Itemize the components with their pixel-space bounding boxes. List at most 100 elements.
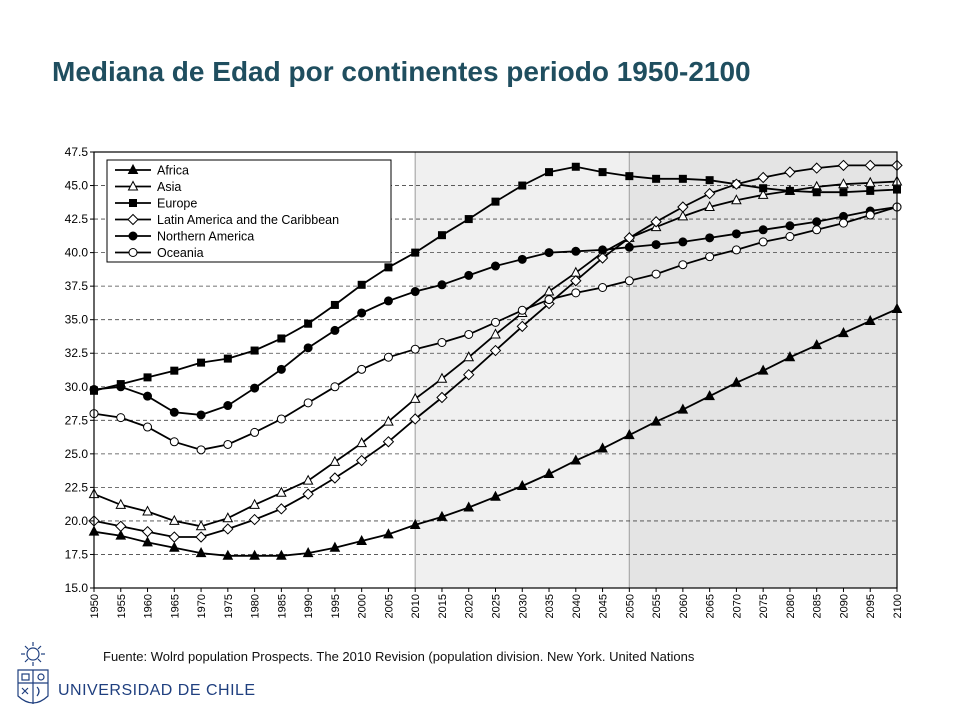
data-point-latin-america-and-the-caribbean: [436, 391, 448, 404]
data-point-oceania: [464, 329, 474, 339]
data-point-oceania: [598, 282, 608, 292]
data-point-latin-america-and-the-caribbean: [596, 252, 609, 264]
data-point-latin-america-and-the-caribbean: [784, 166, 796, 178]
x-tick-label: 2080: [785, 594, 797, 618]
data-point-latin-america-and-the-caribbean: [837, 159, 850, 172]
data-point-asia: [704, 200, 715, 212]
data-point-asia: [356, 437, 367, 448]
y-tick-label: 35.0: [65, 313, 89, 327]
data-point-africa: [490, 490, 501, 501]
legend-label-asia: Asia: [157, 180, 181, 194]
data-point-europe: [491, 197, 500, 206]
legend-marker-latin-america-and-the-caribbean: [127, 213, 139, 226]
data-point-northern-america: [758, 225, 768, 235]
x-tick-label: 1955: [116, 594, 128, 618]
data-point-asia: [757, 188, 769, 199]
data-point-oceania: [865, 210, 875, 220]
data-point-europe: [437, 231, 446, 240]
data-point-europe: [304, 319, 313, 328]
data-point-latin-america-and-the-caribbean: [382, 436, 395, 448]
data-point-asia: [838, 178, 849, 189]
y-tick-label: 25.0: [65, 447, 89, 461]
data-point-africa: [115, 529, 127, 540]
data-point-africa: [383, 528, 394, 539]
data-point-latin-america-and-the-caribbean: [141, 525, 154, 538]
data-point-europe: [277, 334, 286, 343]
data-point-europe: [143, 373, 152, 382]
x-tick-label: 1990: [303, 594, 315, 618]
data-point-latin-america-and-the-caribbean: [355, 454, 368, 467]
data-point-africa: [677, 403, 689, 414]
data-point-europe: [625, 172, 634, 181]
data-point-northern-america: [196, 410, 206, 420]
x-tick-label: 2095: [865, 594, 877, 618]
data-point-europe: [384, 263, 393, 272]
data-point-africa: [864, 314, 876, 326]
y-tick-label: 17.5: [65, 547, 89, 561]
x-tick-label: 2075: [758, 594, 770, 618]
data-point-northern-america: [571, 246, 581, 256]
data-point-europe: [250, 346, 259, 355]
data-point-northern-america: [143, 391, 153, 401]
data-point-latin-america-and-the-caribbean: [222, 523, 234, 535]
data-point-asia: [463, 351, 475, 362]
x-tick-label: 1970: [196, 594, 208, 618]
data-point-africa: [838, 327, 849, 338]
data-point-oceania: [651, 269, 661, 279]
data-point-asia: [383, 415, 394, 426]
data-point-northern-america: [785, 221, 795, 231]
data-point-northern-america: [223, 401, 233, 411]
data-point-asia: [436, 372, 448, 383]
university-name: UNIVERSIDAD DE CHILE: [58, 682, 256, 699]
data-point-europe: [785, 186, 794, 195]
data-point-europe: [330, 300, 339, 309]
x-tick-label: 2000: [357, 594, 369, 618]
y-tick-label: 37.5: [65, 279, 89, 293]
data-point-latin-america-and-the-caribbean: [677, 201, 689, 213]
y-tick-label: 40.0: [65, 246, 89, 260]
data-point-africa: [409, 518, 421, 529]
x-tick-label: 2030: [517, 594, 529, 618]
data-point-northern-america: [250, 383, 260, 393]
x-tick-label: 2050: [624, 594, 636, 618]
y-tick-label: 27.5: [65, 413, 89, 427]
data-point-africa: [356, 534, 367, 546]
data-point-asia: [302, 474, 314, 485]
data-point-europe: [518, 181, 527, 190]
data-point-europe: [170, 366, 179, 375]
data-point-europe: [464, 215, 473, 224]
y-tick-label: 15.0: [65, 581, 89, 595]
series-northern-america: [89, 202, 902, 420]
data-point-latin-america-and-the-caribbean: [489, 344, 502, 357]
x-tick-label: 1975: [223, 594, 235, 618]
data-point-oceania: [571, 288, 581, 298]
data-point-latin-america-and-the-caribbean: [810, 162, 823, 174]
data-point-oceania: [758, 237, 768, 247]
data-point-africa: [597, 442, 608, 453]
data-point-asia: [249, 498, 260, 509]
data-point-oceania: [705, 252, 715, 262]
x-tick-label: 2035: [544, 594, 556, 618]
y-tick-label: 45.0: [65, 179, 89, 193]
data-point-africa: [249, 549, 260, 560]
data-point-oceania: [303, 398, 313, 408]
data-point-latin-america-and-the-caribbean: [168, 531, 181, 543]
data-point-europe: [866, 186, 875, 195]
data-point-oceania: [196, 445, 206, 455]
data-point-northern-america: [276, 364, 286, 374]
data-point-africa: [516, 479, 528, 491]
data-point-northern-america: [544, 248, 554, 258]
university-seal-icon: [17, 642, 49, 704]
x-tick-label: 1995: [330, 594, 342, 618]
data-point-latin-america-and-the-caribbean: [570, 275, 582, 287]
x-tick-label: 2070: [731, 594, 743, 618]
data-point-oceania: [678, 260, 688, 270]
x-tick-label: 2020: [464, 594, 476, 618]
data-point-latin-america-and-the-caribbean: [730, 178, 743, 190]
data-point-latin-america-and-the-caribbean: [329, 472, 341, 484]
data-point-oceania: [223, 439, 233, 449]
data-point-africa: [276, 549, 287, 560]
data-point-europe: [598, 168, 607, 177]
data-point-oceania: [383, 352, 393, 362]
x-tick-label: 1965: [169, 594, 181, 618]
